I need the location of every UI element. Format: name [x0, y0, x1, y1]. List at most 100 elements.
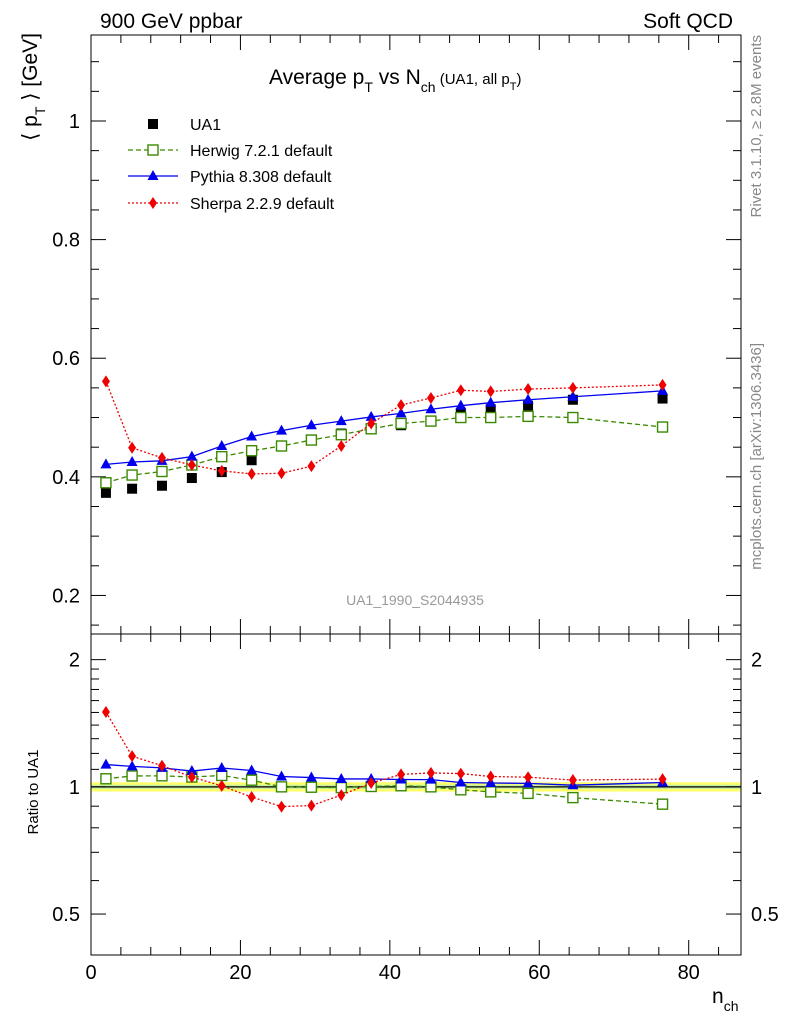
- y-tick-label: 0.8: [52, 230, 80, 252]
- x-tick-label: 40: [379, 962, 401, 984]
- header-left: 900 GeV ppbar: [100, 10, 242, 33]
- ratio-data-point: [455, 776, 467, 787]
- main-plot-area: [100, 375, 669, 498]
- ratio-data-point: [307, 799, 316, 812]
- data-point: [337, 439, 346, 452]
- y-tick-label: 1: [69, 111, 80, 133]
- data-point: [246, 455, 257, 466]
- data-point: [156, 480, 167, 491]
- x-axis-label: nch: [712, 985, 738, 1014]
- ratio-panel: 0.5 0.51 12 20 20 40 60 80 Ratio to UA1 nch: [25, 633, 779, 1014]
- ratio-data-point: [485, 786, 497, 798]
- data-point: [128, 441, 137, 454]
- data-point: [395, 407, 407, 418]
- data-point: [276, 424, 288, 435]
- data-point: [186, 473, 197, 484]
- legend: UA1 Herwig 7.2.1 default Pythia 8.308 defa…: [128, 117, 335, 213]
- y-tick-label: 0.2: [52, 585, 80, 607]
- legend-marker: [147, 170, 159, 180]
- data-point: [275, 440, 288, 452]
- ratio-data-point: [276, 770, 288, 781]
- data-point: [365, 410, 377, 421]
- data-point: [524, 383, 533, 396]
- y-tick-label: 0.4: [52, 467, 80, 489]
- data-point: [245, 445, 258, 457]
- data-point: [455, 411, 467, 424]
- ratio-series-line: [105, 711, 663, 808]
- ratio-data-point: [156, 770, 168, 782]
- main-panel: 0.2 0.4 0.6 0.8 1 Average pT vs Nch (UA1, al…: [19, 33, 742, 635]
- legend-label: Herwig 7.2.1 default: [190, 143, 333, 160]
- ratio-data-point: [567, 791, 579, 804]
- ratio-data-point: [656, 798, 669, 810]
- ratio-y-tick-label: 0.5: [52, 904, 80, 926]
- ratio-data-point: [397, 768, 406, 781]
- data-point: [217, 464, 226, 477]
- ratio-y-axis-label: Ratio to UA1: [25, 749, 42, 834]
- ratio-data-point: [101, 705, 110, 718]
- x-tick-label: 0: [85, 962, 96, 984]
- legend-label: Pythia 8.308 default: [190, 169, 332, 186]
- ratio-data-point: [247, 791, 256, 804]
- ratio-y-tick-label: 2: [69, 650, 80, 672]
- data-point: [100, 458, 112, 469]
- data-point: [426, 391, 435, 404]
- ratio-data-point: [456, 767, 465, 780]
- ratio-data-point: [568, 774, 577, 787]
- main-panel-frame: [90, 34, 742, 635]
- x-tick-label: 80: [678, 962, 700, 984]
- main-axis-ticks: 0.2 0.4 0.6 0.8 1: [52, 35, 741, 634]
- data-point: [425, 415, 437, 427]
- data-point: [367, 417, 376, 430]
- data-point: [522, 410, 534, 423]
- ratio-y-tick-label-right: 2: [751, 650, 762, 672]
- ratio-data-point: [100, 758, 112, 769]
- ratio-y-tick-label-right: 1: [751, 777, 762, 799]
- ratio-y-tick-label-right: 0.5: [751, 904, 779, 926]
- x-tick-label: 60: [528, 962, 550, 984]
- legend-marker: [148, 119, 158, 129]
- data-point: [568, 381, 577, 394]
- data-point: [157, 451, 166, 464]
- data-point: [305, 434, 318, 446]
- ratio-data-point: [100, 773, 112, 785]
- data-point: [126, 456, 138, 467]
- ratio-data-point: [187, 771, 196, 784]
- data-point: [522, 393, 534, 404]
- ratio-data-point: [337, 789, 346, 802]
- legend-marker: [147, 144, 159, 156]
- mcplots-label: mcplots.cern.ch [arXiv:1306.3436]: [748, 343, 765, 570]
- x-tick-label: 20: [229, 962, 251, 984]
- data-point: [486, 385, 495, 398]
- ratio-data-point: [305, 771, 317, 782]
- data-point: [187, 458, 196, 471]
- data-point: [485, 411, 497, 424]
- ratio-data-point: [658, 773, 667, 786]
- data-point: [455, 399, 467, 410]
- data-point: [425, 403, 437, 414]
- data-point: [186, 450, 198, 461]
- y-tick-label: 0.6: [52, 348, 80, 370]
- ratio-uncertainty-band: [91, 782, 741, 792]
- legend-label: UA1: [190, 117, 221, 134]
- data-point: [523, 400, 534, 411]
- data-point: [307, 460, 316, 473]
- ratio-data-point: [245, 774, 258, 786]
- main-y-axis-label: ⟨ pT ⟩ [GeV]: [19, 33, 48, 141]
- ratio-data-point: [335, 772, 347, 783]
- data-point: [246, 430, 258, 441]
- ratio-data-point: [128, 750, 137, 763]
- data-point: [658, 378, 667, 391]
- data-point: [156, 465, 168, 478]
- data-point: [485, 404, 496, 415]
- ratio-data-point: [275, 781, 288, 793]
- data-point: [656, 421, 669, 433]
- ratio-data-point: [246, 764, 258, 775]
- data-point: [277, 467, 286, 480]
- series-line: [105, 415, 663, 484]
- ratio-data-point: [216, 762, 228, 773]
- ratio-data-point: [126, 760, 138, 771]
- ratio-data-point: [367, 777, 376, 790]
- ratio-data-point: [277, 800, 286, 813]
- legend-label: Sherpa 2.2.9 default: [190, 196, 335, 213]
